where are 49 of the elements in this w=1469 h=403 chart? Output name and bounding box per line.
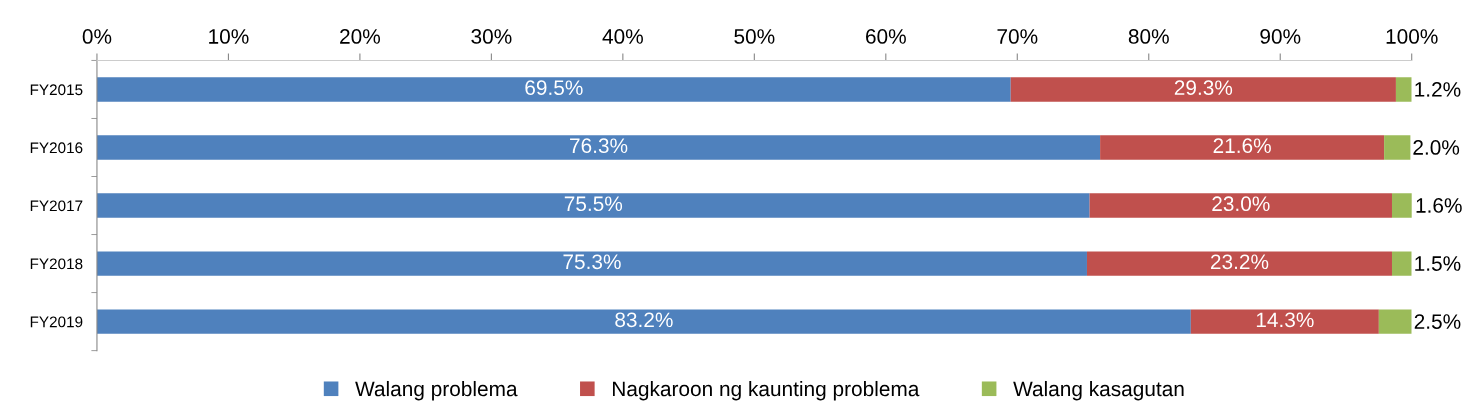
data-label: 69.5% (525, 80, 583, 96)
data-label: 1.6% (1416, 198, 1462, 213)
bar (1391, 193, 1412, 218)
legend-label: Nagkaroon ng kaunting problema (613, 380, 920, 401)
data-label: 83.2% (615, 312, 673, 328)
x-tick-label: 0% (82, 29, 112, 44)
y-tick-label: FY2015 (30, 84, 83, 96)
bar (96, 309, 1191, 334)
bar (1391, 251, 1412, 276)
data-label: 29.3% (1174, 80, 1233, 96)
data-label: 2.5% (1414, 314, 1461, 329)
bar (96, 135, 1101, 160)
bar (1100, 135, 1385, 160)
x-tick-label: 20% (340, 29, 381, 44)
bar (96, 251, 1087, 276)
x-tick-label: 10% (209, 29, 249, 44)
data-label: 21.6% (1213, 138, 1271, 154)
data-label: 23.2% (1210, 254, 1269, 270)
bar (1010, 77, 1396, 102)
x-tick-label: 60% (866, 29, 906, 44)
y-tick-label: FY2016 (30, 142, 83, 154)
x-tick-label: 30% (471, 29, 512, 44)
data-label: 23.0% (1212, 196, 1270, 212)
bar (1395, 77, 1412, 102)
y-tick-label: FY2017 (30, 200, 83, 212)
bar (1378, 309, 1412, 334)
x-tick-label: 40% (602, 29, 643, 44)
data-label: 75.5% (564, 196, 623, 212)
bar (96, 77, 1011, 102)
bar (1086, 251, 1392, 276)
x-tick-label: 100% (1386, 29, 1438, 44)
y-tick-label: FY2018 (30, 258, 83, 270)
x-tick-label: 70% (997, 29, 1038, 44)
data-label: 76.3% (570, 138, 628, 154)
x-tick-label: 80% (1128, 29, 1169, 44)
x-tick-label: 90% (1260, 29, 1301, 44)
y-tick-label: FY2019 (30, 316, 83, 328)
data-label: 75.3% (563, 254, 621, 270)
x-tick-label: 50% (734, 29, 775, 44)
data-label: 1.5% (1415, 256, 1461, 271)
data-label: 1.2% (1415, 82, 1461, 97)
legend-label: Walang problema (355, 380, 518, 401)
bar (1089, 193, 1392, 218)
data-label: 2.0% (1413, 140, 1460, 155)
data-label: 14.3% (1256, 312, 1314, 328)
legend-label: Walang kasagutan (1013, 380, 1184, 401)
bar (1384, 135, 1411, 160)
bar (96, 193, 1090, 218)
bar (1190, 309, 1379, 334)
